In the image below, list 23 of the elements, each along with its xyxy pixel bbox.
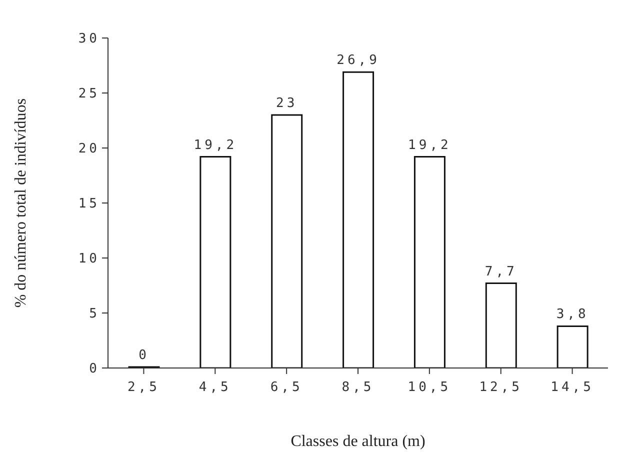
x-tick-label: 4,5 (198, 380, 232, 396)
y-tick-label: 5 (89, 306, 100, 322)
y-axis-title: % do número total de indivíduos (12, 98, 30, 308)
data-label: 0 (138, 348, 150, 363)
data-label: 19,2 (408, 138, 452, 153)
x-tick-label: 8,5 (342, 380, 374, 396)
y-tick-label: 20 (78, 142, 100, 157)
x-tick-label: 2,5 (127, 380, 160, 396)
data-label: 3,8 (556, 307, 589, 322)
data-label: 7,7 (484, 264, 518, 280)
y-tick-label: 15 (78, 196, 100, 212)
data-label: 19,2 (194, 138, 238, 153)
y-tick-label: 25 (78, 86, 100, 102)
data-label: 26,9 (336, 53, 380, 68)
x-tick-label: 6,5 (270, 380, 303, 396)
data-label: 23 (276, 96, 298, 111)
x-tick-label: 14,5 (550, 380, 594, 396)
x-axis-title: Classes de altura (m) (290, 433, 426, 450)
y-tick-label: 10 (78, 252, 100, 267)
y-tick-label: 30 (78, 32, 100, 47)
x-tick-label: 10,5 (408, 380, 452, 396)
x-tick-label: 12,5 (479, 380, 523, 396)
y-tick-label: 0 (89, 362, 100, 377)
